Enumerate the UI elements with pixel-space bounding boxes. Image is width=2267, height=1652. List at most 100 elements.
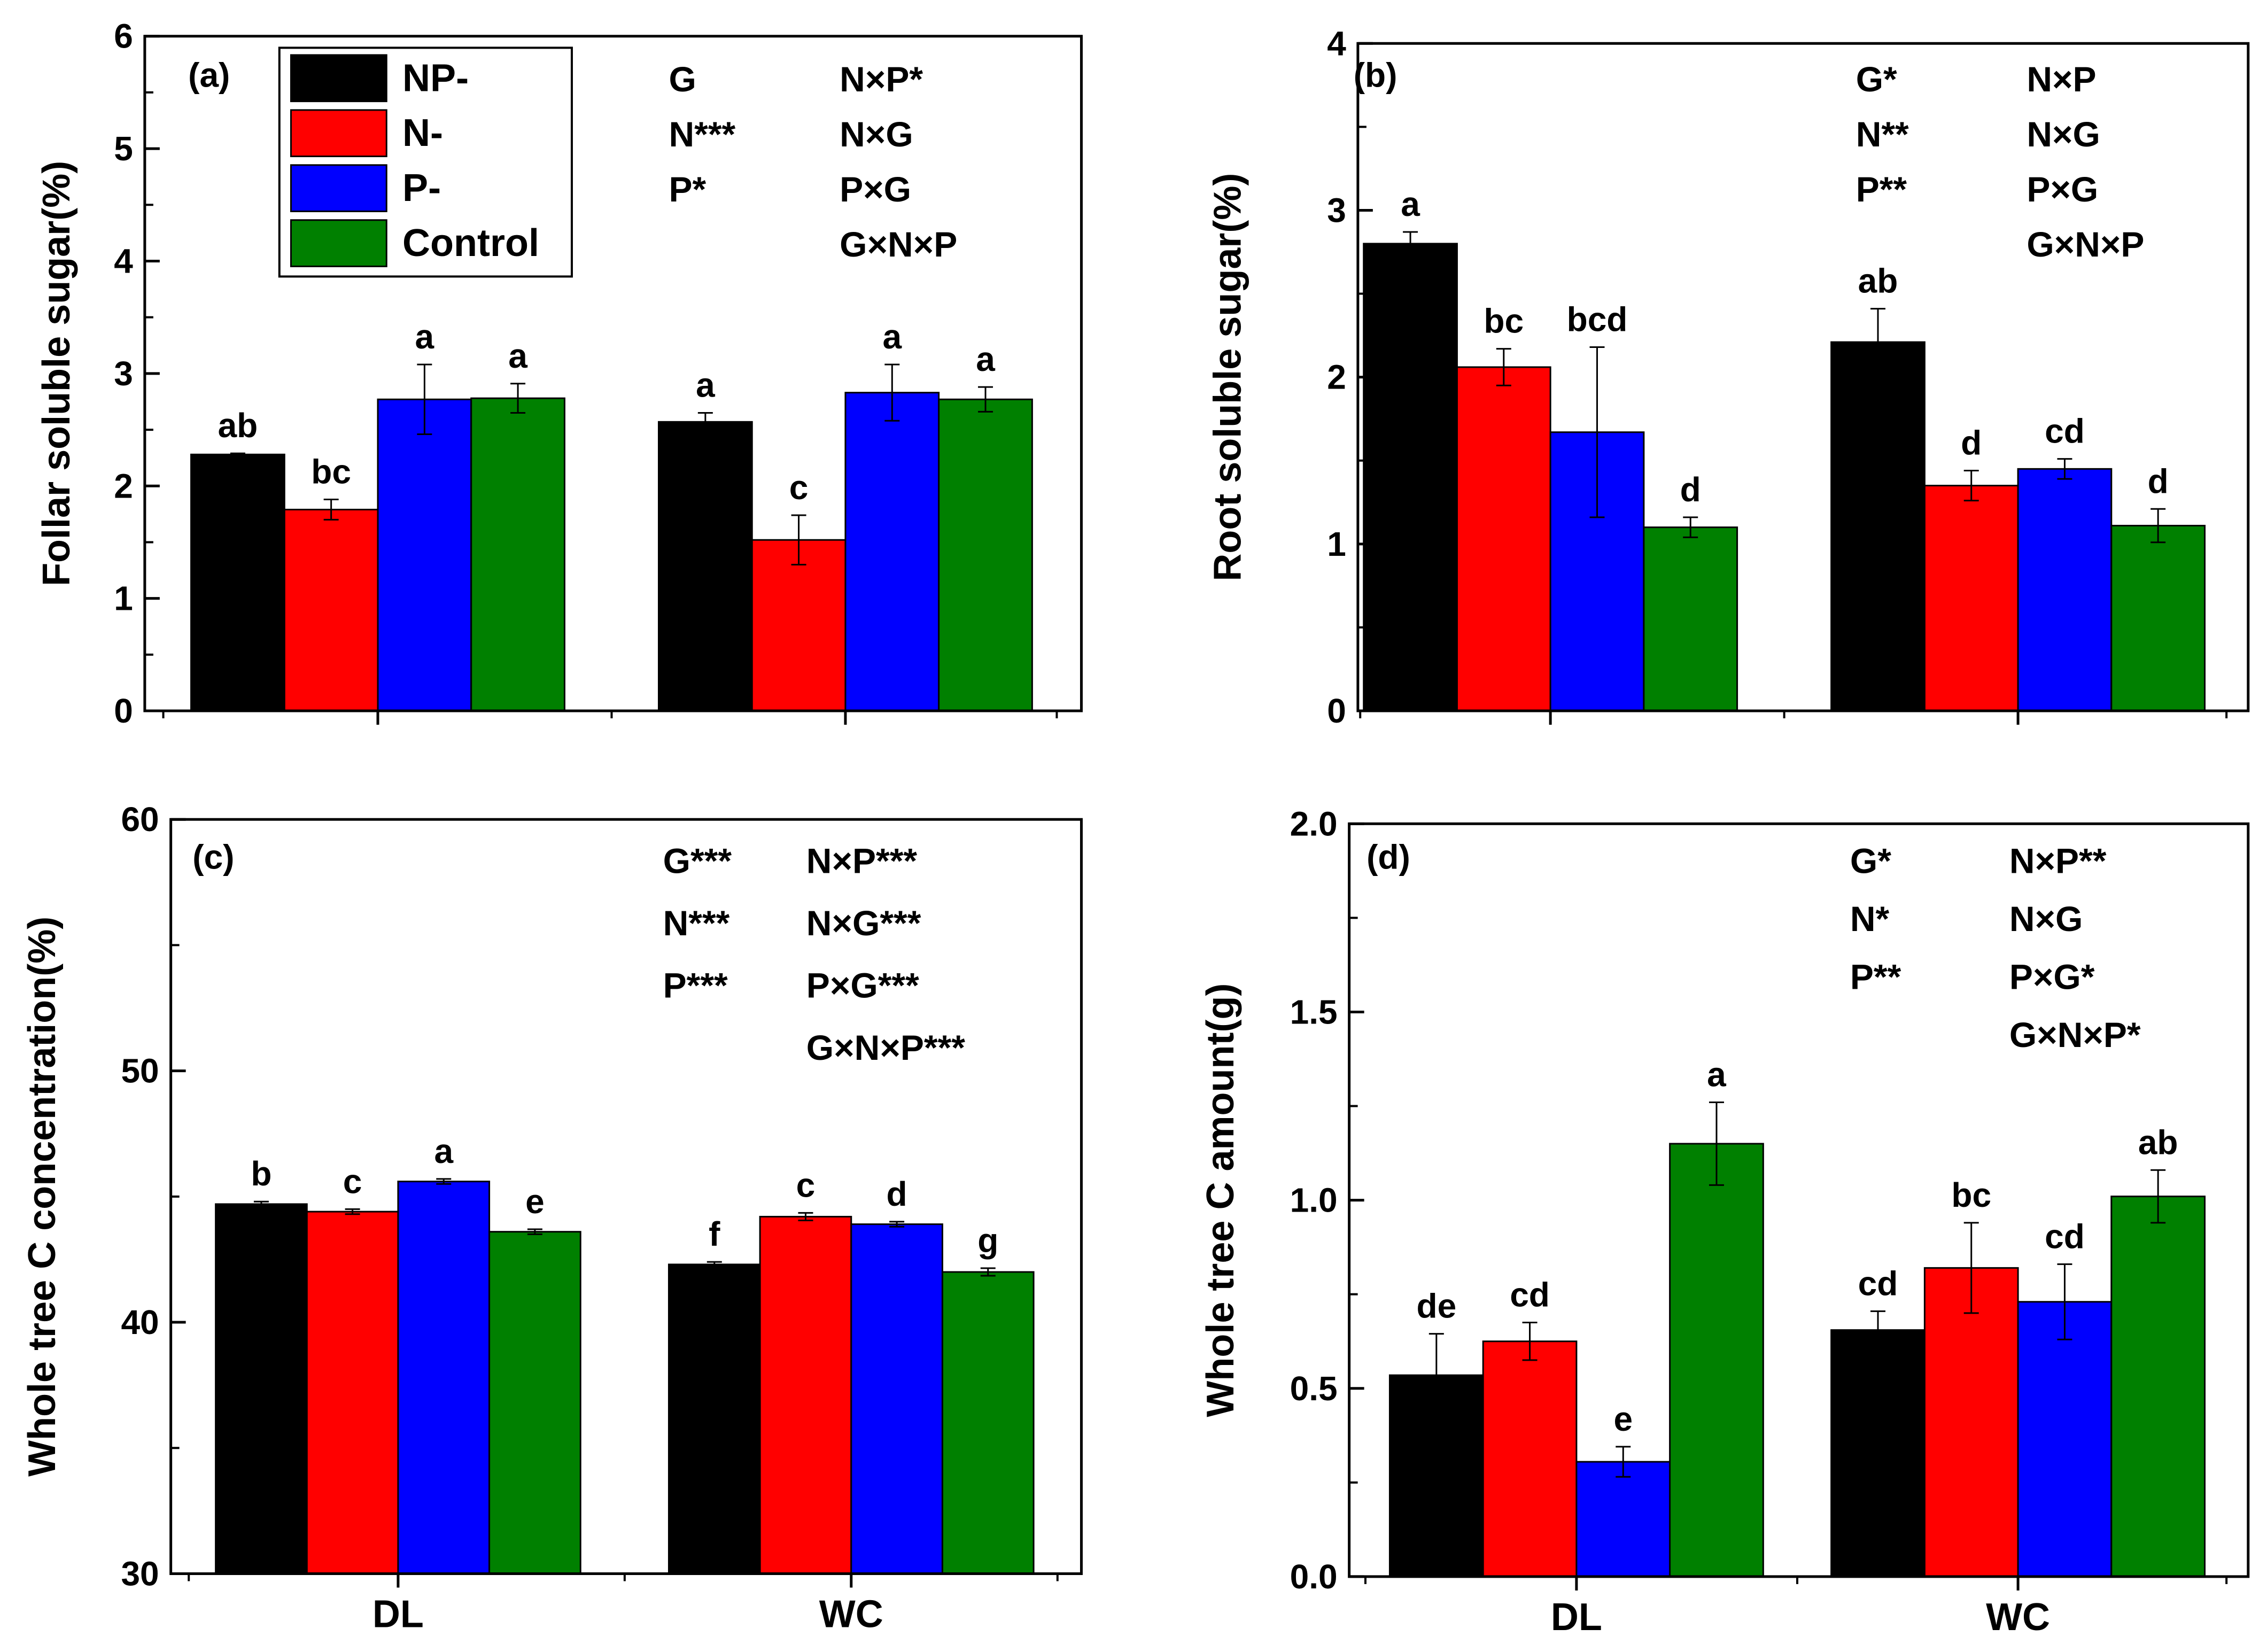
stat-effect: G xyxy=(669,59,696,99)
y-axis-title: Whole tree C concentration(%) xyxy=(21,917,64,1477)
significance-letter: de xyxy=(1416,1287,1456,1325)
significance-letter: ab xyxy=(2138,1123,2178,1161)
bar xyxy=(658,421,753,712)
y-tick-label: 0.5 xyxy=(1290,1369,1338,1408)
significance-letter: c xyxy=(796,1166,816,1204)
bar xyxy=(1456,366,1551,712)
stat-interaction: P×G xyxy=(2027,169,2098,209)
stat-effect: G*** xyxy=(663,841,732,881)
significance-letter: f xyxy=(709,1215,720,1253)
significance-letter: b xyxy=(251,1154,271,1193)
significance-letter: c xyxy=(789,468,809,507)
significance-letter: a xyxy=(508,337,527,375)
significance-letter: g xyxy=(977,1221,998,1260)
legend: NP- N- P- Control xyxy=(278,46,573,278)
panel-a: ab a bc c a a a a 0 1 2 3 4 5 6 Follar soluble sugar(%)… xyxy=(35,17,1083,730)
stat-interaction: P×G* xyxy=(2009,957,2095,996)
significance-letter: a xyxy=(415,317,434,356)
bar xyxy=(751,539,847,712)
y-axis-title: Follar soluble sugar(%) xyxy=(35,161,78,586)
bar xyxy=(190,453,285,712)
y-axis-title: Root soluble sugar(%) xyxy=(1206,173,1249,581)
bar xyxy=(1363,243,1458,712)
y-tick-label: 3 xyxy=(114,354,133,393)
stat-effect: P* xyxy=(669,169,706,209)
bar xyxy=(488,1231,581,1575)
significance-letter: a xyxy=(696,366,715,405)
bar xyxy=(397,1181,491,1575)
significance-letter: d xyxy=(1961,423,1982,462)
bar xyxy=(306,1211,399,1575)
panel-c: b f c c a d e g 30 40 50 60 DL WC Whole tree C concent… xyxy=(21,800,1083,1635)
bar xyxy=(667,1263,761,1575)
stat-interaction: N×G*** xyxy=(806,903,921,943)
stat-interaction: P×G*** xyxy=(806,966,919,1005)
significance-letter: a xyxy=(883,317,902,356)
y-tick-label: 1 xyxy=(1327,525,1346,563)
significance-letter: d xyxy=(2148,462,2169,500)
bar xyxy=(1830,1329,1926,1578)
significance-letter: e xyxy=(1613,1400,1633,1438)
y-tick-label: 0 xyxy=(114,692,133,730)
significance-letter: bcd xyxy=(1567,300,1628,338)
significance-letter: cd xyxy=(1858,1264,1898,1302)
bar xyxy=(470,397,565,712)
legend-swatch xyxy=(290,164,387,212)
legend-label: P- xyxy=(402,167,441,210)
stat-interaction: N×G xyxy=(840,114,913,154)
bar xyxy=(2017,1301,2113,1578)
y-tick-label: 1 xyxy=(114,579,133,618)
y-tick-label: 2 xyxy=(114,467,133,505)
stat-interaction: G×N×P* xyxy=(2009,1015,2141,1054)
bar xyxy=(2017,468,2113,712)
bar xyxy=(1923,1267,2019,1578)
panel-label: (b) xyxy=(1354,56,1398,95)
x-tick-label: DL xyxy=(372,1593,424,1635)
stat-effect: N** xyxy=(1856,114,1909,154)
stat-interaction: G×N×P*** xyxy=(806,1028,965,1067)
y-tick-label: 1.5 xyxy=(1290,992,1338,1031)
legend-swatch xyxy=(290,219,387,267)
y-tick-label: 6 xyxy=(114,17,133,56)
legend-swatch xyxy=(290,54,387,103)
significance-letter: cd xyxy=(1510,1276,1550,1314)
bar xyxy=(759,1215,852,1575)
legend-label: N- xyxy=(402,112,443,154)
stat-effect: N* xyxy=(1850,899,1890,939)
y-tick-label: 60 xyxy=(121,800,159,839)
significance-letter: ab xyxy=(218,406,258,445)
panel-label: (c) xyxy=(192,837,234,876)
y-tick-label: 2 xyxy=(1327,358,1346,397)
stat-effect: G* xyxy=(1850,841,1891,881)
bar xyxy=(1669,1143,1764,1578)
bar xyxy=(2110,1196,2206,1578)
y-axis-title: Whole tree C amount(g) xyxy=(1199,983,1242,1417)
stat-effect: N*** xyxy=(663,903,730,943)
stat-interaction: N×P xyxy=(2027,59,2096,99)
y-tick-label: 0.0 xyxy=(1290,1557,1338,1596)
stat-effect: P** xyxy=(1850,957,1901,996)
significance-letter: bc xyxy=(1484,302,1524,340)
legend-label: NP- xyxy=(402,57,469,99)
y-tick-label: 1.0 xyxy=(1290,1181,1338,1220)
y-tick-label: 5 xyxy=(114,129,133,168)
stat-interaction: G×N×P xyxy=(840,224,957,264)
significance-letter: cd xyxy=(2045,1217,2085,1255)
y-tick-label: 0 xyxy=(1327,692,1346,730)
significance-letter: a xyxy=(434,1132,453,1170)
y-tick-label: 30 xyxy=(121,1554,159,1593)
bar xyxy=(283,508,379,712)
y-tick-label: 3 xyxy=(1327,191,1346,229)
significance-letter: ab xyxy=(1858,262,1898,300)
significance-letter: a xyxy=(1401,185,1420,223)
bar xyxy=(377,398,472,712)
stat-interaction: N×P* xyxy=(840,59,923,99)
bar xyxy=(844,392,940,712)
bar xyxy=(215,1203,308,1575)
bar xyxy=(850,1223,943,1575)
x-tick-label: WC xyxy=(819,1593,883,1635)
y-tick-label: 4 xyxy=(114,242,133,280)
y-tick-label: 40 xyxy=(121,1303,159,1341)
